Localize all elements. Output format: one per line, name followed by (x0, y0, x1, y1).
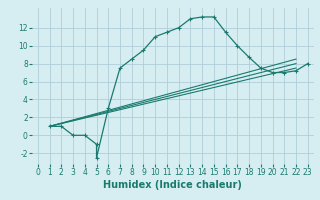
X-axis label: Humidex (Indice chaleur): Humidex (Indice chaleur) (103, 180, 242, 190)
